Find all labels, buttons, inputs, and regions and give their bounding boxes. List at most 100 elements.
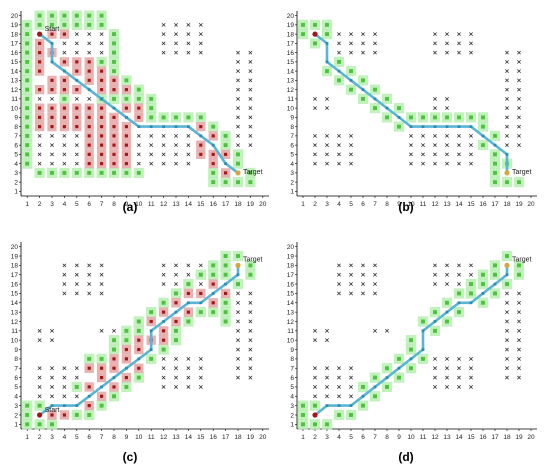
- obstacle-mark: [248, 300, 253, 305]
- obstacle-stroke: [74, 133, 79, 138]
- obstacle-mark: [445, 384, 449, 389]
- x-tick-label: 11: [148, 434, 155, 441]
- path-node: [125, 366, 128, 370]
- closed-node: [38, 60, 42, 64]
- obstacle-mark: [433, 375, 437, 380]
- obstacle-stroke: [457, 41, 461, 46]
- open-node: [457, 291, 461, 296]
- obstacle-mark: [337, 41, 341, 46]
- obstacle-stroke: [517, 328, 521, 333]
- open-node: [62, 13, 67, 18]
- closed-node: [137, 106, 141, 110]
- x-tick-label: 16: [479, 434, 487, 441]
- closed-node: [186, 291, 190, 296]
- obstacle-stroke: [505, 87, 509, 92]
- obstacle-mark: [517, 69, 521, 74]
- obstacle-mark: [50, 143, 54, 148]
- obstacle-mark: [325, 375, 329, 380]
- open-node: [74, 22, 79, 27]
- start-marker: [37, 412, 43, 418]
- open-node: [385, 115, 389, 120]
- obstacle-mark: [87, 41, 92, 46]
- closed-node: [50, 106, 54, 110]
- obstacle-stroke: [37, 375, 42, 380]
- obstacle-stroke: [313, 338, 317, 343]
- closed-node: [112, 162, 116, 166]
- obstacle-stroke: [37, 152, 42, 157]
- obstacle-mark: [445, 161, 449, 166]
- obstacle-mark: [325, 106, 329, 111]
- obstacle-stroke: [505, 59, 509, 64]
- obstacle-mark: [433, 366, 437, 371]
- x-tick-label: 2: [38, 201, 42, 208]
- y-tick-label: 8: [14, 124, 18, 131]
- y-tick-label: 3: [290, 170, 294, 177]
- obstacle-stroke: [433, 375, 437, 380]
- obstacle-stroke: [174, 272, 178, 277]
- obstacle-stroke: [373, 282, 377, 287]
- obstacle-stroke: [198, 50, 203, 55]
- closed-node: [62, 32, 66, 36]
- obstacle-stroke: [349, 291, 353, 296]
- closed-node: [50, 125, 54, 129]
- path-node: [397, 366, 401, 370]
- open-node: [124, 78, 129, 83]
- open-node: [198, 272, 203, 277]
- open-node: [50, 13, 54, 18]
- y-tick-label: 15: [11, 291, 19, 298]
- open-node: [99, 22, 104, 27]
- closed-node: [112, 125, 116, 129]
- closed-node: [211, 301, 215, 305]
- closed-node: [100, 115, 104, 119]
- y-tick-label: 6: [14, 375, 18, 382]
- open-node: [301, 22, 305, 27]
- obstacle-stroke: [445, 32, 449, 37]
- obstacle-mark: [337, 375, 341, 380]
- obstacle-stroke: [517, 143, 521, 148]
- obstacle-stroke: [517, 338, 521, 343]
- obstacle-mark: [349, 272, 353, 277]
- obstacle-mark: [409, 133, 413, 138]
- obstacle-stroke: [174, 356, 178, 361]
- obstacle-mark: [248, 310, 253, 315]
- y-tick-label: 20: [287, 244, 295, 251]
- x-tick-label: 8: [385, 201, 389, 208]
- obstacle-mark: [236, 96, 240, 101]
- obstacle-stroke: [517, 375, 521, 380]
- obstacle-mark: [457, 50, 461, 55]
- obstacle-mark: [457, 384, 461, 389]
- obstacle-stroke: [62, 291, 67, 296]
- open-node: [112, 338, 116, 343]
- obstacle-mark: [74, 263, 79, 268]
- obstacle-stroke: [248, 300, 253, 305]
- obstacle-mark: [136, 152, 141, 157]
- obstacle-mark: [99, 50, 104, 55]
- obstacle-stroke: [373, 291, 377, 296]
- y-tick-label: 10: [11, 105, 19, 112]
- open-node: [481, 282, 485, 287]
- path-node: [349, 78, 353, 82]
- closed-node: [75, 125, 79, 129]
- panel-1: 1 2 3 4 5 6 7 8 9 10 11 12 13 14 15 16 17 18 19 20123456789…: [11, 10, 269, 214]
- obstacle-mark: [149, 152, 154, 157]
- obstacle-mark: [361, 50, 365, 55]
- open-node: [25, 422, 30, 427]
- obstacle-mark: [409, 152, 413, 157]
- obstacle-mark: [421, 152, 425, 157]
- obstacle-stroke: [236, 338, 240, 343]
- obstacle-mark: [433, 384, 437, 389]
- open-node: [223, 272, 228, 277]
- obstacle-mark: [517, 375, 521, 380]
- closed-node: [137, 338, 141, 342]
- y-tick-label: 15: [287, 291, 295, 298]
- obstacle-mark: [469, 356, 473, 361]
- obstacle-mark: [37, 161, 42, 166]
- y-tick-label: 2: [14, 412, 18, 419]
- obstacle-mark: [349, 375, 353, 380]
- obstacle-mark: [505, 375, 509, 380]
- open-node: [236, 161, 240, 166]
- obstacle-stroke: [174, 41, 178, 46]
- open-node: [186, 319, 191, 324]
- y-tick-label: 15: [11, 59, 19, 66]
- closed-node: [87, 60, 91, 64]
